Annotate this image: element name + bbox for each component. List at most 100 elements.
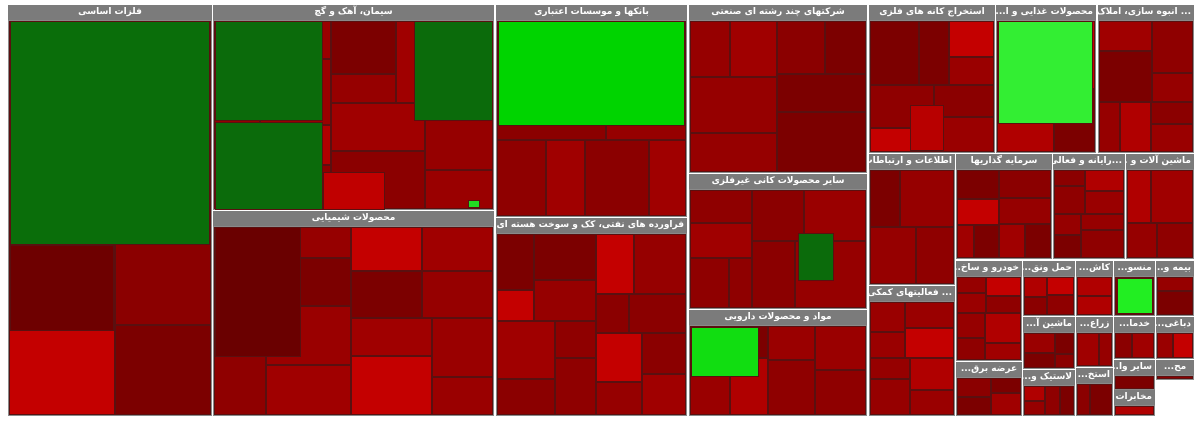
tile <box>1115 406 1154 415</box>
sector[interactable]: بیمه و... <box>1156 261 1194 316</box>
tile <box>331 21 396 74</box>
sector[interactable]: دباغی... <box>1156 317 1194 359</box>
tile <box>690 190 752 223</box>
tile <box>999 198 1051 224</box>
tile <box>497 379 555 415</box>
tile <box>1055 354 1074 368</box>
sector[interactable]: کاش... <box>1076 261 1113 316</box>
sector[interactable]: اطلاعات و ارتباطات <box>869 154 955 285</box>
tile <box>585 140 649 216</box>
sector[interactable]: مواد و محصولات دارویی <box>689 310 867 416</box>
tile <box>323 172 385 210</box>
tile <box>991 393 1021 415</box>
sector[interactable]: ماشین آلات و ... <box>1126 154 1194 259</box>
tile <box>768 326 815 360</box>
sector[interactable]: زراع... <box>1076 317 1113 367</box>
tile <box>10 21 210 245</box>
sector-title: ...رایانه و فعالی <box>1053 154 1125 169</box>
sector-title: عرضه برق... <box>956 362 1022 377</box>
tile <box>1054 235 1081 258</box>
sector[interactable]: محصولات غذایی و ا... <box>996 5 1096 153</box>
tile <box>870 170 900 227</box>
tile <box>690 21 730 77</box>
tile <box>215 21 323 121</box>
sector[interactable]: بانکها و موسسات اعتباری <box>496 5 687 217</box>
tile <box>634 234 686 294</box>
sector-title: فلزات اساسی <box>8 5 212 20</box>
tile <box>1077 333 1099 366</box>
sector-title: مخابرات <box>1114 390 1155 405</box>
tile <box>1024 353 1055 368</box>
tile <box>414 21 493 121</box>
tile <box>690 223 752 258</box>
tile <box>1157 291 1193 315</box>
tile <box>1081 214 1124 230</box>
tile <box>351 318 432 356</box>
sector[interactable]: فلزات اساسی <box>8 5 212 416</box>
tile <box>1115 333 1132 358</box>
tile <box>1157 277 1193 291</box>
sector-title: مواد و محصولات دارویی <box>689 310 867 325</box>
tile <box>1024 277 1047 297</box>
tile <box>1151 170 1193 223</box>
tile <box>999 170 1051 198</box>
sector[interactable]: ماشین آ... <box>1023 317 1075 369</box>
tile <box>752 241 795 308</box>
tile <box>815 326 866 370</box>
tile <box>432 318 493 377</box>
tile <box>777 74 866 112</box>
sector-title: لاستیک و... <box>1023 370 1075 385</box>
tile <box>596 333 642 382</box>
sector-title: کاش... <box>1076 261 1113 276</box>
sector-title: ماشین آ... <box>1023 317 1075 332</box>
sector[interactable]: استخ... <box>1076 368 1113 416</box>
tile <box>1085 191 1124 214</box>
sector[interactable]: سایر وا... <box>1114 360 1155 390</box>
tile <box>1099 333 1112 366</box>
sector[interactable]: حمل ونق... <box>1023 261 1075 316</box>
sector-title: بانکها و موسسات اعتباری <box>496 5 687 20</box>
tile <box>425 170 493 209</box>
tile <box>1024 401 1045 415</box>
sector[interactable]: خدما... <box>1114 317 1155 359</box>
sector[interactable]: شرکتهای چند رشته ای صنعتی <box>689 5 867 173</box>
sector[interactable]: سایر محصولات کانی غیرفلزی <box>689 174 867 309</box>
tile <box>768 360 815 415</box>
tile <box>974 225 999 258</box>
tile <box>690 77 777 133</box>
sector[interactable]: خودرو و ساخ... <box>956 261 1022 361</box>
tile <box>629 294 686 333</box>
tile <box>1081 230 1124 258</box>
sector[interactable]: ... فعالیتهای کمکی <box>869 286 955 416</box>
sector[interactable]: فراورده های نفتی، کک و سوخت هسته ای <box>496 218 687 416</box>
tile <box>985 343 1021 360</box>
tile <box>10 245 114 331</box>
tile <box>215 122 323 210</box>
tile <box>546 140 585 216</box>
sector[interactable]: منسو... <box>1114 261 1155 316</box>
tile <box>910 105 944 151</box>
tile <box>815 370 866 415</box>
sector-title: استخراج کانه های فلزی <box>869 5 995 20</box>
tile <box>804 190 866 241</box>
sector-title: دباغی... <box>1156 317 1194 332</box>
tile <box>1055 333 1074 354</box>
tile <box>1060 386 1074 415</box>
sector[interactable]: لاستیک و... <box>1023 370 1075 416</box>
sector[interactable]: سرمایه گذاریها <box>956 154 1052 259</box>
sector[interactable]: مح... <box>1156 360 1194 380</box>
sector[interactable]: مخابرات <box>1114 390 1155 416</box>
tile <box>266 365 351 415</box>
tile <box>497 140 546 216</box>
tile <box>905 302 954 328</box>
tile <box>986 277 1021 296</box>
sector[interactable]: سیمان، آهک و گچ <box>213 5 494 210</box>
sector[interactable]: عرضه برق... <box>956 362 1022 416</box>
tile <box>351 227 422 271</box>
sector[interactable]: ...رایانه و فعالی <box>1053 154 1125 259</box>
sector[interactable]: ... انبوه سازی، املاک و <box>1098 5 1194 153</box>
sector[interactable]: استخراج کانه های فلزی <box>869 5 995 153</box>
tile <box>1157 333 1173 358</box>
sector[interactable]: محصولات شیمیایی <box>213 211 494 416</box>
